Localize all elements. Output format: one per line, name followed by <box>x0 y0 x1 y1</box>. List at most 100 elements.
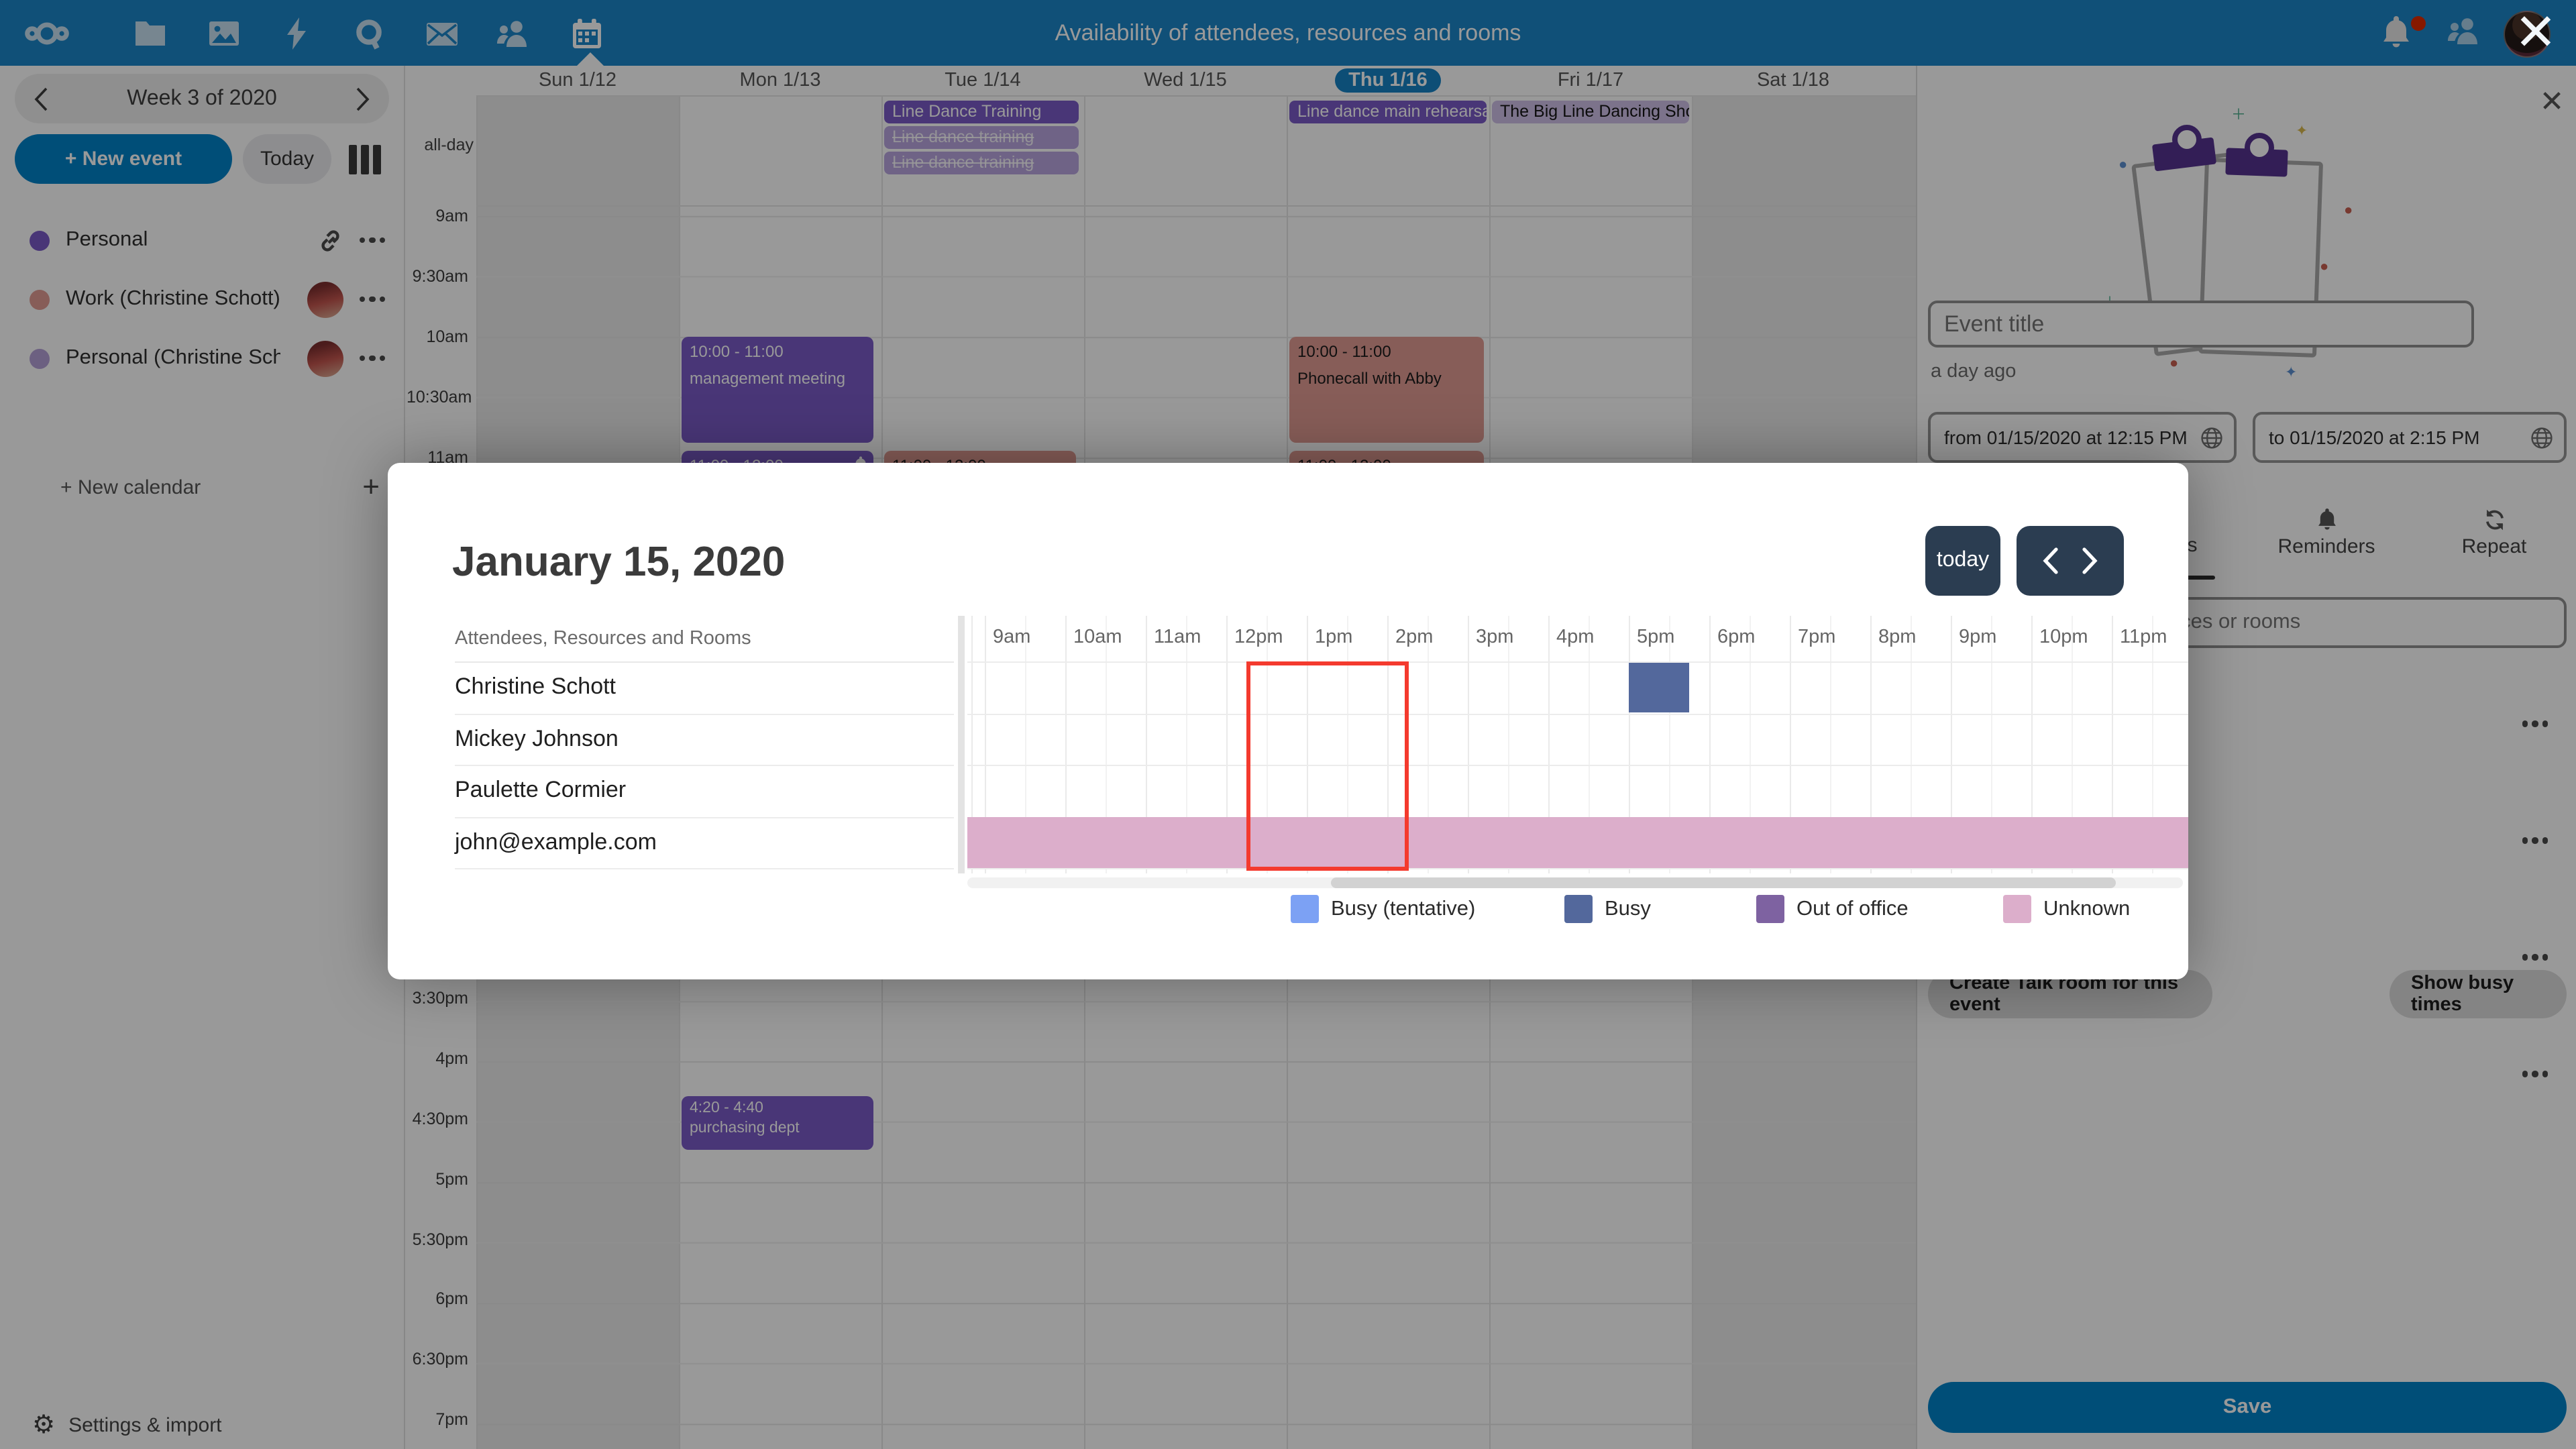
timezone-globe-icon[interactable] <box>2187 426 2223 449</box>
calendar-item-personal-christine[interactable]: Personal (Christine Scho… <box>0 331 404 385</box>
attendee-row-menu-icon[interactable] <box>2522 954 2548 960</box>
files-icon[interactable] <box>127 11 173 56</box>
user-avatar[interactable] <box>2504 11 2551 58</box>
day-header-row: Sun 1/12 Mon 1/13 Tue 1/14 Wed 1/15 Thu … <box>476 66 1916 97</box>
end-datetime-field[interactable]: to 01/15/2020 at 2:15 PM <box>2253 412 2567 463</box>
hour-label: 6pm <box>1717 627 1756 648</box>
legend-out-of-office: Out of office <box>1756 895 1909 923</box>
save-button[interactable]: Save <box>1928 1382 2567 1433</box>
hour-label: 9am <box>993 627 1031 648</box>
column-divider <box>958 616 965 873</box>
start-datetime-field[interactable]: from 01/15/2020 at 12:15 PM <box>1928 412 2237 463</box>
tab-repeat[interactable]: Repeat <box>2420 508 2568 578</box>
calendar-color-dot <box>30 348 50 368</box>
avatar-close-icon[interactable]: ✕ <box>2514 5 2557 61</box>
calendar-name: Personal <box>66 228 148 251</box>
event-phonecall-abby[interactable]: 10:00 - 11:00 Phonecall with Abby <box>1289 337 1484 443</box>
attendee-row-menu-icon[interactable] <box>2522 837 2548 843</box>
tab-reminders[interactable]: Reminders <box>2253 508 2400 578</box>
time-label: 4pm <box>435 1049 468 1068</box>
time-label: 7pm <box>435 1410 468 1429</box>
view-toggle-icon[interactable] <box>349 145 381 174</box>
active-app-indicator <box>577 52 604 66</box>
notifications-bell-icon[interactable] <box>2381 16 2411 50</box>
hour-label: 2pm <box>1395 627 1434 648</box>
hour-label: 4pm <box>1556 627 1595 648</box>
last-modified-label: a day ago <box>1931 361 2017 382</box>
calendar-color-dot <box>30 289 50 309</box>
hour-label: 10pm <box>2039 627 2088 648</box>
legend-busy: Busy <box>1564 895 1651 923</box>
modal-nav-buttons <box>2017 526 2124 596</box>
selected-time-range[interactable] <box>1246 661 1409 871</box>
contacts-icon[interactable] <box>490 11 535 56</box>
calendar-name: Personal (Christine Scho… <box>66 346 280 369</box>
hour-label: 10am <box>1073 627 1122 648</box>
contacts-menu-icon[interactable] <box>2447 17 2479 44</box>
previous-day-icon[interactable] <box>2042 547 2058 574</box>
new-event-button[interactable]: + New event <box>15 134 232 184</box>
time-label: 4:30pm <box>412 1110 468 1128</box>
time-label: 5pm <box>435 1170 468 1189</box>
event-purchasing-dept[interactable]: 4:20 - 4:40 purchasing dept <box>682 1096 873 1150</box>
time-label: 3:30pm <box>412 989 468 1008</box>
previous-week-icon[interactable] <box>34 87 48 111</box>
unknown-block-john <box>967 817 2188 868</box>
calendar-owner-avatar <box>307 281 343 317</box>
calendar-item-personal[interactable]: Personal <box>0 213 404 267</box>
hour-label: 11pm <box>2120 627 2167 648</box>
allday-event[interactable]: Line dance training <box>884 152 1079 174</box>
calendar-icon[interactable] <box>564 11 609 56</box>
day-header: Sat 1/18 <box>1756 70 1829 91</box>
calendar-color-dot <box>30 230 50 250</box>
mail-icon[interactable] <box>419 11 464 56</box>
search-icon[interactable] <box>347 11 393 56</box>
hour-label: 7pm <box>1798 627 1836 648</box>
hour-label: 1pm <box>1315 627 1353 648</box>
event-editor-sidebar: ✕ ● ＋ ✦ ● ● ＋ ● ✦ a day ago from 01/15/2… <box>1916 66 2576 1449</box>
repeat-icon <box>2485 509 2503 531</box>
legend-busy-tentative: Busy (tentative) <box>1291 895 1475 923</box>
hour-label: 3pm <box>1476 627 1514 648</box>
show-busy-times-button[interactable]: Show busy times <box>2390 970 2567 1018</box>
allday-event[interactable]: Line Dance Training <box>884 101 1079 123</box>
next-week-icon[interactable] <box>356 87 370 111</box>
grid-scrollbar-thumb[interactable] <box>1331 877 2116 888</box>
notification-badge <box>2411 16 2426 31</box>
close-sidebar-icon[interactable]: ✕ <box>2539 85 2565 118</box>
calendar-menu-icon[interactable] <box>359 237 385 244</box>
photos-icon[interactable] <box>201 11 247 56</box>
share-link-icon[interactable] <box>317 227 343 253</box>
today-button[interactable]: Today <box>243 134 331 184</box>
attendee-row-menu-icon[interactable] <box>2522 720 2548 727</box>
day-header: Sun 1/12 <box>538 70 617 91</box>
next-day-icon[interactable] <box>2082 547 2098 574</box>
top-bar: Availability of attendees, resources and… <box>0 0 2576 66</box>
allday-event[interactable]: Line dance training <box>884 126 1079 149</box>
new-calendar-button[interactable]: + New calendar + <box>60 470 380 503</box>
allday-event[interactable]: Line dance main rehearsal <box>1289 101 1487 123</box>
day-header: Mon 1/13 <box>739 70 821 91</box>
attendee-row: john@example.com <box>455 816 954 869</box>
activity-icon[interactable] <box>274 11 319 56</box>
calendar-menu-icon[interactable] <box>359 296 385 303</box>
time-label: 9:30am <box>412 267 468 286</box>
settings-import-button[interactable]: ⚙ Settings & import <box>32 1411 222 1439</box>
calendar-item-work[interactable]: Work (Christine Schott) <box>0 272 404 326</box>
availability-modal: January 15, 2020 today Attendees, Resour… <box>388 463 2188 979</box>
timezone-globe-icon[interactable] <box>2517 426 2553 449</box>
hour-label: 5pm <box>1637 627 1675 648</box>
event-management-meeting[interactable]: 10:00 - 11:00 management meeting <box>682 337 873 443</box>
time-label: 10:30am <box>407 388 472 407</box>
time-label: 6:30pm <box>412 1350 468 1368</box>
attendee-row-menu-icon[interactable] <box>2522 1071 2548 1077</box>
day-header: Wed 1/15 <box>1144 70 1227 91</box>
calendar-menu-icon[interactable] <box>359 355 385 362</box>
allday-event[interactable]: The Big Line Dancing Show <box>1492 101 1689 123</box>
event-title-input[interactable] <box>1928 301 2474 347</box>
availability-grid[interactable]: 9am 10am 11am 12pm 1pm 2pm 3pm 4pm 5pm 6… <box>967 616 2188 873</box>
hour-label: 8pm <box>1878 627 1917 648</box>
nextcloud-logo-icon[interactable] <box>24 11 70 56</box>
modal-today-button[interactable]: today <box>1925 526 2000 596</box>
gear-icon: ⚙ <box>32 1411 56 1439</box>
